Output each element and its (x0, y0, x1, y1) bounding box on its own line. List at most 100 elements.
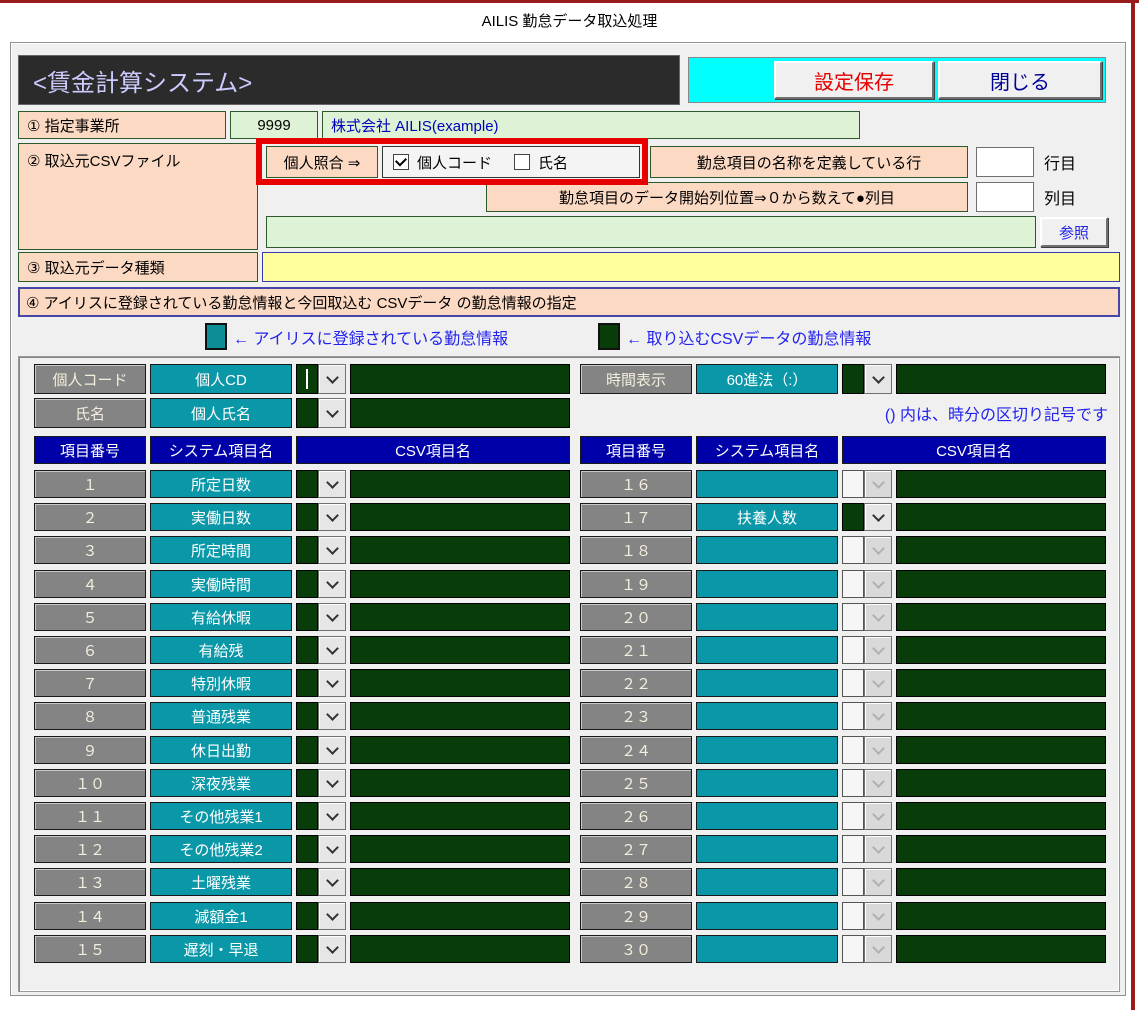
item-number-cell: １ (34, 470, 146, 498)
csv-combo-button[interactable] (318, 570, 346, 598)
item-number-cell: １６ (580, 470, 692, 498)
csv-name-cell (896, 603, 1106, 631)
csv-combo-button[interactable] (318, 802, 346, 830)
csv-combo-field[interactable] (296, 802, 318, 830)
time-separator-note: () 内は、時分の区切り記号です (884, 407, 1108, 424)
chevron-down-icon (325, 404, 339, 418)
item-number-cell: ２２ (580, 669, 692, 697)
csv-combo-field[interactable] (296, 868, 318, 896)
close-button[interactable]: 閉じる (938, 61, 1102, 99)
item-number-cell: ２９ (580, 902, 692, 930)
legend-ailis-label: ← アイリスに登録されている勤怠情報 (233, 330, 509, 348)
csv-combo-field[interactable] (296, 398, 318, 428)
csv-name-cell (350, 935, 570, 963)
legend-ailis-swatch (205, 323, 227, 350)
csv-combo-field[interactable] (296, 570, 318, 598)
csv-combo-button[interactable] (318, 669, 346, 697)
col-suffix-label: 列目 (1044, 191, 1077, 208)
csv-combo-field[interactable] (296, 769, 318, 797)
csv-combo-field[interactable] (296, 536, 318, 564)
csv-name-cell (896, 736, 1106, 764)
csv-combo-field[interactable] (296, 935, 318, 963)
csv-combo-button[interactable] (318, 769, 346, 797)
name-checkbox[interactable] (514, 154, 531, 170)
csv-combo-button[interactable] (318, 702, 346, 730)
system-item-cell (696, 868, 838, 896)
start-col-input[interactable] (976, 182, 1034, 212)
csv-name-cell (350, 503, 570, 531)
csv-combo-field[interactable] (842, 364, 864, 394)
csv-combo-button[interactable] (318, 603, 346, 631)
csv-combo-button[interactable] (318, 364, 346, 394)
csv-combo-button[interactable] (864, 503, 892, 531)
csv-combo-field[interactable] (296, 902, 318, 930)
browse-button[interactable]: 参照 (1040, 217, 1108, 247)
csv-combo-button[interactable] (318, 736, 346, 764)
chevron-down-icon (871, 707, 885, 721)
csv-name-cell (350, 736, 570, 764)
csv-name-header: CSV項目名 (296, 436, 570, 464)
chevron-down-icon (325, 475, 339, 489)
system-item-cell (696, 802, 838, 830)
office-name-field[interactable]: 株式会社 AILIS(example) (322, 111, 860, 139)
csv-file-path-field[interactable] (266, 216, 1036, 248)
csv-combo-field[interactable] (296, 503, 318, 531)
csv-combo-field[interactable] (296, 636, 318, 664)
csv-combo-field[interactable] (296, 470, 318, 498)
chevron-down-icon (871, 674, 885, 688)
csv-name-cell (896, 802, 1106, 830)
csv-combo-button[interactable] (318, 868, 346, 896)
csv-combo-button[interactable] (318, 902, 346, 930)
csv-combo-field[interactable] (842, 503, 864, 531)
header-row-input[interactable] (976, 147, 1034, 177)
system-item-cell: 個人氏名 (150, 398, 292, 428)
csv-name-cell (350, 536, 570, 564)
csv-combo-button[interactable] (318, 398, 346, 428)
csv-combo-button (864, 769, 892, 797)
csv-combo-button[interactable] (864, 364, 892, 394)
csv-combo-field[interactable] (296, 736, 318, 764)
legend-csv-label: ← 取り込むCSVデータの勤怠情報 (626, 330, 872, 348)
system-name-header: システム項目名 (150, 436, 292, 464)
csv-combo-button[interactable] (318, 835, 346, 863)
office-code-field[interactable]: 9999 (230, 111, 318, 139)
system-item-cell: 60進法（:） (696, 364, 838, 394)
csv-combo-button[interactable] (318, 636, 346, 664)
system-item-cell: その他残業2 (150, 835, 292, 863)
chevron-down-icon (871, 807, 885, 821)
csv-combo-button (864, 570, 892, 598)
csv-combo-field[interactable] (296, 702, 318, 730)
data-type-field[interactable] (262, 252, 1120, 282)
item-number-cell: １３ (34, 868, 146, 896)
csv-name-cell (350, 835, 570, 863)
csv-combo-field[interactable] (296, 364, 318, 394)
item-number-cell: ２７ (580, 835, 692, 863)
csv-name-cell (350, 902, 570, 930)
csv-name-cell (350, 702, 570, 730)
csv-combo-button[interactable] (318, 470, 346, 498)
csv-combo-button[interactable] (318, 536, 346, 564)
csv-combo-field (842, 470, 864, 498)
chevron-down-icon (325, 807, 339, 821)
csv-combo-field (842, 769, 864, 797)
save-settings-button[interactable]: 設定保存 (774, 61, 934, 99)
csv-combo-field (842, 636, 864, 664)
header-row-label: 勤怠項目の名称を定義している行 (650, 146, 968, 178)
item-number-cell: ２０ (580, 603, 692, 631)
csv-combo-field (842, 570, 864, 598)
system-item-cell: 有給休暇 (150, 603, 292, 631)
personal-code-checkbox[interactable] (393, 154, 409, 170)
chevron-down-icon (871, 641, 885, 655)
csv-combo-field (842, 669, 864, 697)
csv-combo-button[interactable] (318, 935, 346, 963)
csv-combo-button[interactable] (318, 503, 346, 531)
csv-combo-field[interactable] (296, 603, 318, 631)
csv-combo-field[interactable] (296, 835, 318, 863)
system-item-cell (696, 570, 838, 598)
csv-combo-field[interactable] (296, 669, 318, 697)
csv-combo-field (842, 935, 864, 963)
csv-name-cell (896, 503, 1106, 531)
system-item-cell: 減額金1 (150, 902, 292, 930)
item-number-cell: １９ (580, 570, 692, 598)
